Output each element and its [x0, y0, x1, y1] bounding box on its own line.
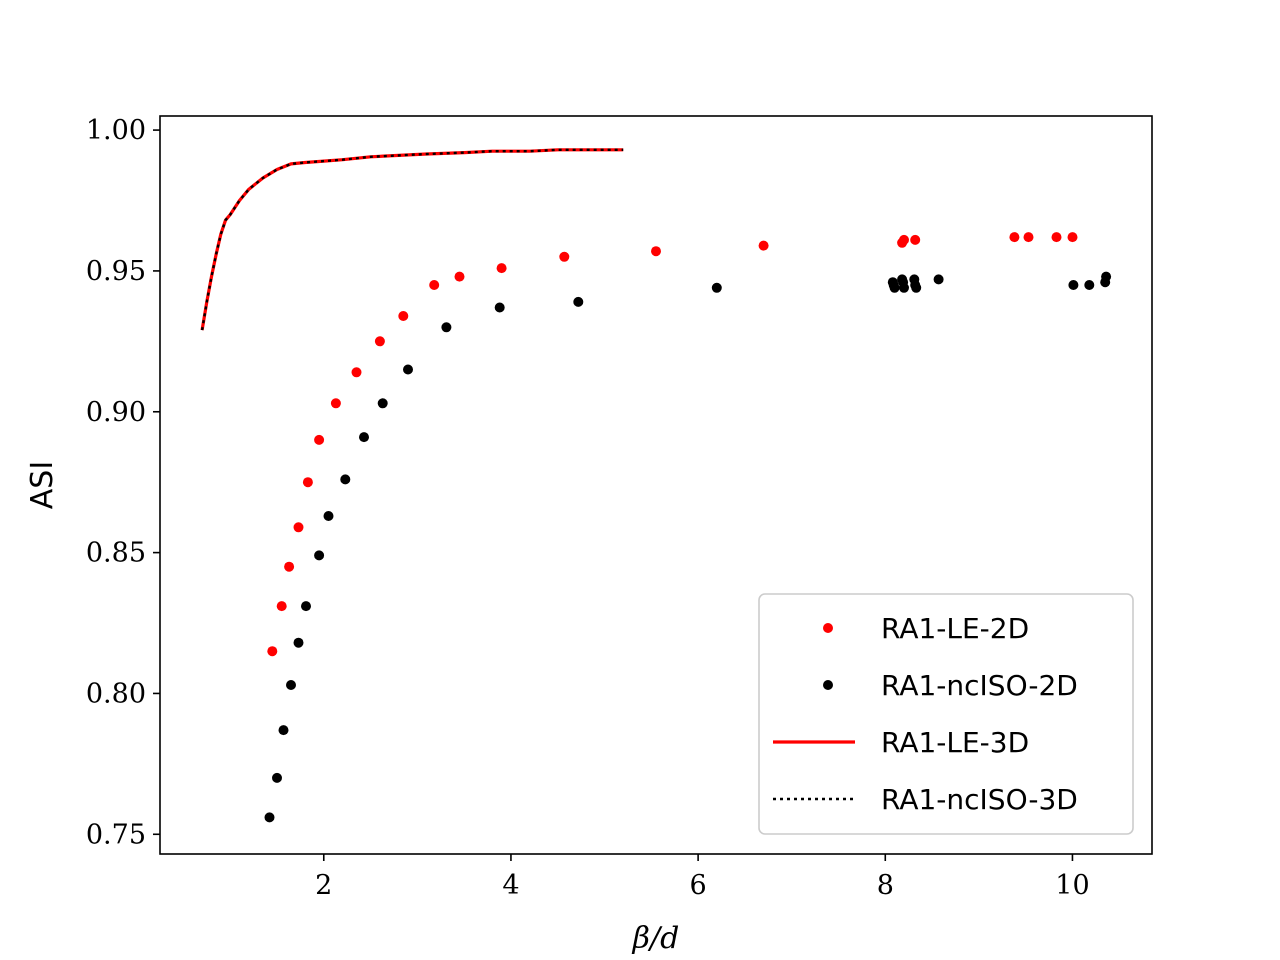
x-tick-label: 10 [1055, 870, 1089, 901]
series-0-point [330, 398, 341, 409]
x-tick-label: 2 [315, 870, 332, 901]
x-tick-label: 4 [502, 870, 519, 901]
plot-frame [159, 115, 1153, 855]
series-1-point [899, 282, 909, 293]
series-0-point [1009, 232, 1020, 243]
series-0-point [1051, 232, 1062, 243]
series-0-point [398, 311, 409, 321]
y-tick-label: 0.75 [86, 819, 146, 850]
series-1-point [711, 282, 722, 293]
series-0-point [429, 280, 440, 290]
series-1-point [889, 282, 900, 293]
series-0-point [276, 601, 287, 612]
legend: RA1-LE-2D RA1-ncISO-2D RA1-LE-3D RA1-ncISO-… [758, 593, 1134, 835]
series-0-point [374, 336, 385, 347]
series-1-point [1084, 280, 1095, 290]
series-0-point [899, 234, 909, 245]
x-tick-label: 8 [877, 870, 894, 901]
y-axis-label: ASI [25, 461, 60, 509]
series-0-point [293, 522, 304, 533]
series-1-point [272, 772, 282, 783]
series-0-point [758, 240, 769, 251]
legend-marker [823, 623, 833, 633]
legend-label: RA1-LE-3D [881, 726, 1029, 759]
y-tick-label: 0.95 [86, 256, 146, 287]
series-0-point [267, 646, 278, 657]
series-1-point [441, 322, 452, 333]
series-1-point [264, 812, 275, 823]
series-0-point [559, 251, 570, 262]
series-0-point [351, 367, 362, 378]
y-tick-label: 0.80 [86, 678, 146, 709]
series-1-point [911, 282, 922, 293]
legend-label: RA1-ncISO-2D [881, 669, 1078, 702]
x-axis-label: β/d [632, 921, 680, 956]
series-0-point [1067, 232, 1078, 243]
series-1-point [301, 601, 311, 612]
series-1-point [286, 680, 296, 690]
x-tick-label: 6 [690, 870, 707, 901]
series-1-point [403, 364, 413, 375]
legend-label: RA1-ncISO-3D [881, 783, 1078, 816]
series-layer [200, 148, 1112, 823]
axes-layer: 2 4 6 8 10 0.75 0.80 0.85 0.90 0.95 1.00 [86, 115, 1090, 901]
series-1-point [340, 474, 351, 485]
series-1-point [359, 432, 369, 443]
series-1-point [933, 274, 944, 285]
series-0-point [454, 271, 465, 282]
series-0-point [314, 434, 325, 445]
series-0-point [651, 246, 661, 257]
series-1-point [1101, 271, 1112, 282]
series-1-point [573, 296, 584, 307]
series-0-point [910, 234, 921, 245]
series-1-point [278, 725, 289, 736]
y-tick-label: 1.00 [86, 115, 146, 146]
y-tick-label: 0.85 [86, 538, 146, 569]
series-1-point [293, 637, 304, 648]
series-0-point [302, 477, 313, 488]
series-1-point [314, 550, 325, 561]
legend-marker [823, 680, 833, 690]
series-0-point [496, 263, 507, 274]
y-tick-label: 0.90 [86, 397, 146, 428]
series-1-point [494, 302, 505, 313]
series-line-2 [200, 148, 624, 331]
series-1-point [377, 398, 388, 409]
series-0-point [284, 561, 295, 572]
series-0-point [1023, 232, 1034, 243]
series-1-point [323, 511, 334, 521]
series-1-point [1068, 280, 1079, 290]
legend-box [758, 593, 1134, 835]
legend-label: RA1-LE-2D [881, 612, 1029, 645]
